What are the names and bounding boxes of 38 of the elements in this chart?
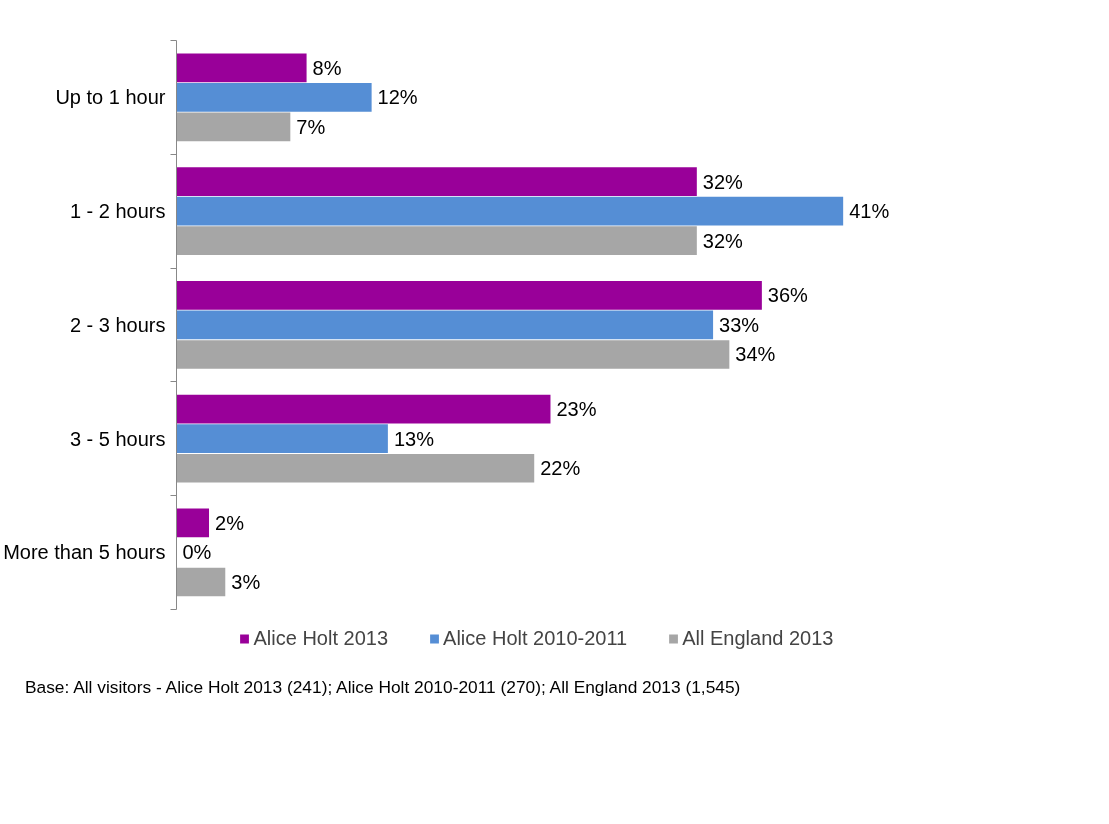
data-label: 13% [393,427,435,450]
bar [176,340,730,369]
data-label: 36% [767,284,809,307]
bar [176,112,291,142]
y-tick-label: 2 - 3 hours [69,313,166,336]
data-label: 12% [377,86,418,109]
data-label: 3% [231,571,261,593]
bar [176,453,535,483]
bar [176,280,762,310]
bar [176,83,372,112]
bar [176,567,226,597]
bar [176,508,210,538]
y-tick-label: 3 - 5 hours [69,427,166,450]
data-label: 7% [296,115,326,138]
y-tick-label: Up to 1 hour [55,86,166,109]
y-tick-label: 1 - 2 hours [69,200,166,223]
legend-label: All England 2013 [682,627,834,650]
data-label: 0% [182,541,212,564]
y-tick-label: More than 5 hours [3,541,166,564]
data-label: 8% [312,56,342,79]
bar [176,424,388,454]
data-label: 33% [719,313,760,336]
legend-label: Alice Holt 2010-2011 [443,627,628,650]
legend-label: Alice Holt 2013 [253,627,389,650]
data-label: 22% [540,457,581,480]
bar [176,394,551,424]
data-label: 34% [735,343,776,366]
bar [176,196,844,226]
data-label: 32% [702,170,744,193]
data-label: 32% [702,229,744,252]
bar [176,53,307,83]
bar [176,226,697,256]
data-label: 41% [849,200,890,223]
text: Base: All visitors - Alice Holt 2013 (241); Alice Holt 2010-2011 (270); All England 2013 (1,545) [25,676,741,699]
data-label: 2% [215,511,245,534]
bar [176,310,714,340]
bar [176,167,697,196]
data-label: 23% [556,398,597,421]
